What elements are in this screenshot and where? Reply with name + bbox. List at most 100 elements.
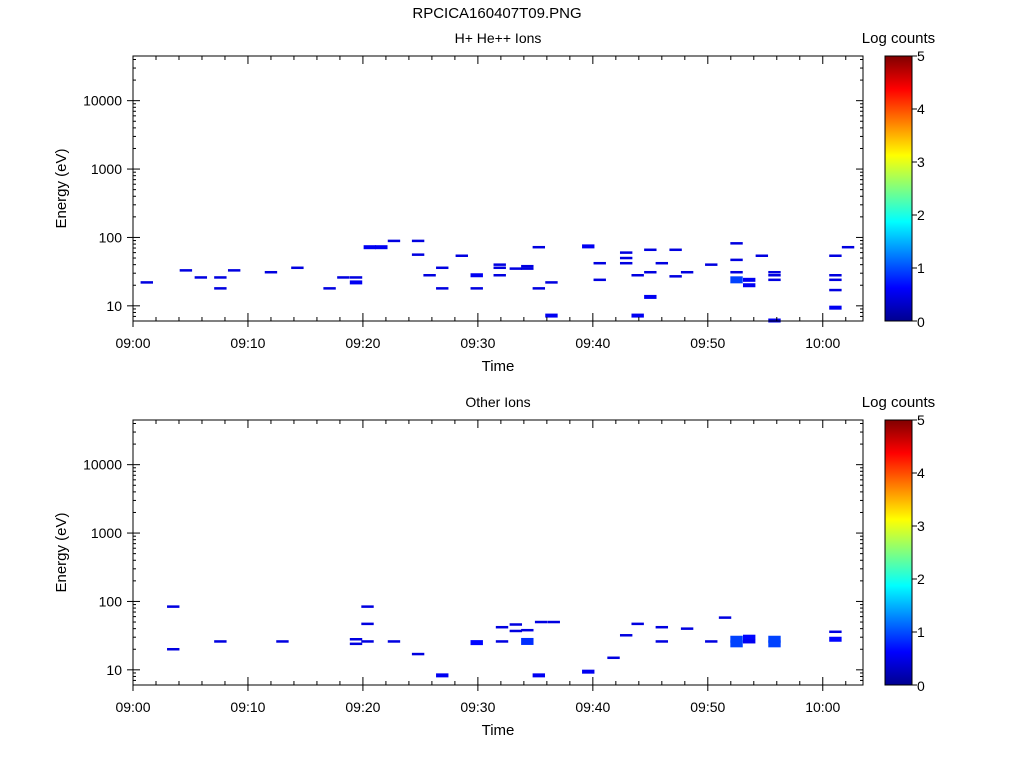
data-bin — [493, 263, 506, 266]
data-bin — [547, 620, 560, 624]
data-bin — [411, 652, 425, 656]
data-bin — [455, 254, 468, 257]
data-bin — [534, 620, 548, 624]
colorbar-tick-label: 5 — [917, 412, 925, 428]
data-bin — [582, 244, 595, 249]
y-tick-label: 100 — [99, 229, 123, 245]
data-bin — [631, 313, 644, 318]
data-bin — [755, 254, 769, 257]
data-bin — [619, 251, 633, 254]
data-bin — [291, 266, 304, 270]
data-bin — [631, 273, 644, 277]
data-bin — [705, 263, 718, 266]
data-bin — [509, 629, 523, 633]
data-bin — [411, 253, 425, 256]
data-bin — [829, 630, 842, 634]
data-bin — [619, 261, 633, 265]
x-tick-label: 09:10 — [230, 699, 265, 715]
data-bin — [521, 628, 534, 632]
data-bin — [730, 242, 743, 245]
data-bin — [509, 623, 523, 626]
data-bin — [227, 269, 241, 272]
data-bin — [742, 639, 756, 644]
data-bin — [521, 264, 534, 268]
data-bin — [323, 287, 336, 290]
data-bin — [436, 287, 449, 290]
data-bin — [436, 266, 449, 270]
data-bin — [337, 276, 350, 279]
colorbar-tick-label: 2 — [917, 207, 925, 223]
data-bin — [349, 276, 363, 279]
y-tick-label: 100 — [99, 593, 123, 609]
colorbar-tick-label: 2 — [917, 571, 925, 587]
data-bin — [493, 266, 506, 270]
x-tick-label: 09:30 — [460, 335, 495, 351]
data-bin — [214, 276, 227, 279]
x-tick-label: 09:00 — [115, 335, 150, 351]
data-bin — [593, 278, 606, 282]
data-bin — [545, 281, 558, 284]
data-bin — [655, 625, 669, 629]
data-bin — [829, 288, 842, 292]
data-bin — [718, 616, 732, 619]
data-bin — [179, 269, 193, 272]
data-bin — [167, 647, 180, 651]
data-bin — [411, 239, 425, 243]
data-bin — [493, 273, 506, 277]
data-bin — [644, 248, 657, 252]
data-bin — [768, 640, 781, 648]
data-bin — [829, 273, 842, 277]
colorbar-label: Log counts — [862, 394, 935, 411]
data-bin — [730, 640, 743, 648]
data-bin — [214, 640, 227, 643]
data-bin — [768, 273, 781, 277]
data-bin — [214, 287, 227, 290]
data-bin — [387, 640, 401, 643]
data-bin — [470, 273, 483, 278]
data-bin — [509, 267, 523, 270]
panel-title: Other Ions — [465, 394, 530, 410]
data-bin — [742, 277, 756, 282]
data-bin — [582, 669, 595, 674]
data-bin — [361, 605, 374, 608]
y-tick-label: 1000 — [91, 161, 122, 177]
y-axis-label: Energy (eV) — [53, 148, 70, 228]
data-bin — [545, 313, 558, 318]
data-bin — [730, 270, 743, 274]
data-bin — [680, 270, 694, 274]
x-tick-label: 09:40 — [575, 335, 610, 351]
data-bin — [470, 640, 483, 646]
data-bin — [680, 627, 694, 630]
colorbar-tick-label: 4 — [917, 101, 925, 117]
data-bin — [194, 276, 208, 279]
x-tick-label: 09:20 — [345, 335, 380, 351]
plot-frame — [132, 55, 864, 322]
data-bin — [669, 248, 682, 252]
data-bin — [705, 640, 718, 643]
panel-title: H+ He++ Ions — [455, 30, 542, 46]
colorbar-label: Log counts — [862, 30, 935, 47]
colorbar-tick-label: 1 — [917, 624, 925, 640]
data-bin — [495, 640, 509, 643]
colorbar-tick-label: 1 — [917, 260, 925, 276]
colorbar-tick-label: 4 — [917, 465, 925, 481]
data-bin — [521, 637, 534, 645]
data-bin — [829, 305, 842, 310]
x-tick-label: 09:10 — [230, 335, 265, 351]
x-tick-label: 09:50 — [690, 335, 725, 351]
data-bin — [532, 287, 546, 290]
data-bin — [361, 622, 374, 626]
data-bin — [730, 276, 743, 284]
data-bin — [742, 634, 756, 640]
data-bin — [644, 270, 657, 274]
data-bin — [276, 640, 289, 643]
data-bin — [631, 622, 644, 626]
data-bin — [436, 673, 449, 678]
x-axis-label: Time — [482, 358, 515, 375]
data-bin — [423, 273, 436, 277]
colorbar — [884, 419, 913, 686]
data-bin — [768, 278, 781, 282]
data-bin — [375, 245, 388, 250]
data-bin — [593, 261, 606, 265]
